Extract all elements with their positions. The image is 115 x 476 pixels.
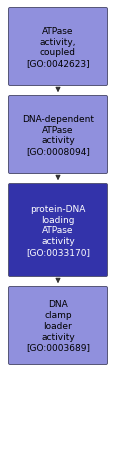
- FancyBboxPatch shape: [8, 96, 107, 174]
- FancyBboxPatch shape: [8, 9, 107, 86]
- FancyBboxPatch shape: [8, 184, 107, 277]
- Text: DNA-dependent
ATPase
activity
[GO:0008094]: DNA-dependent ATPase activity [GO:000809…: [22, 115, 93, 156]
- Text: DNA
clamp
loader
activity
[GO:0003689]: DNA clamp loader activity [GO:0003689]: [26, 300, 89, 352]
- Text: protein-DNA
loading
ATPase
activity
[GO:0033170]: protein-DNA loading ATPase activity [GO:…: [26, 205, 89, 257]
- FancyBboxPatch shape: [8, 287, 107, 365]
- Text: ATPase
activity,
coupled
[GO:0042623]: ATPase activity, coupled [GO:0042623]: [26, 27, 89, 68]
